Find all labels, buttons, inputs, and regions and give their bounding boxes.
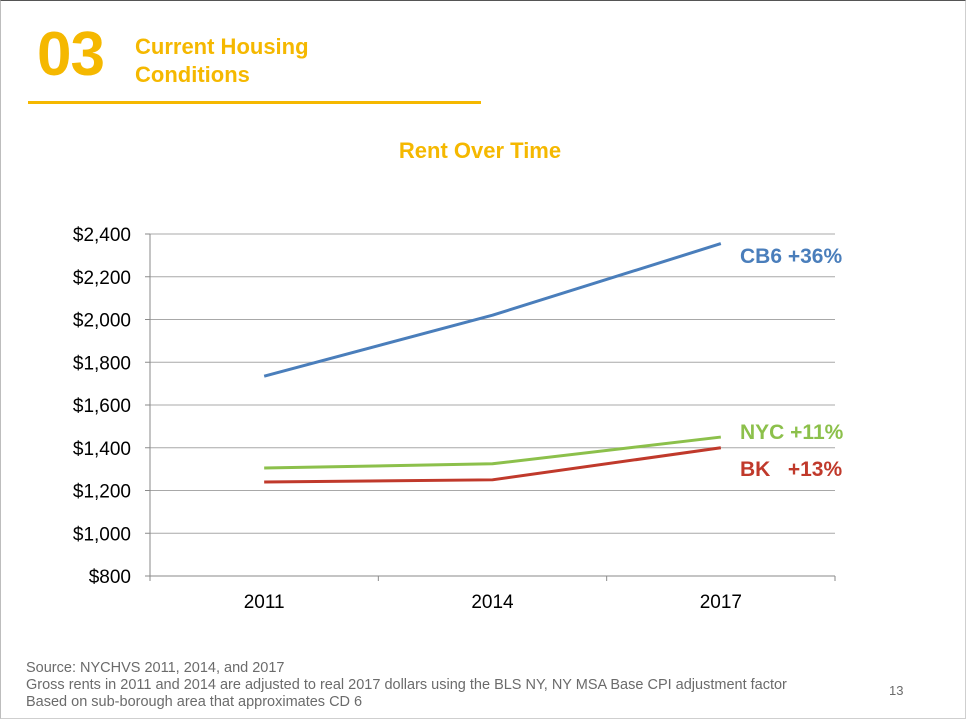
chart-title-wrap: Rent Over Time	[0, 138, 966, 164]
y-tick-label: $2,400	[73, 225, 131, 246]
y-tick-label: $800	[89, 567, 131, 588]
section-divider	[28, 101, 481, 104]
series-label-cb6: CB6 +36%	[740, 245, 842, 268]
series-line-bk	[264, 446, 722, 484]
y-tick-label: $2,000	[73, 311, 131, 332]
footer-notes: Source: NYCHVS 2011, 2014, and 2017 Gros…	[26, 660, 787, 711]
section-title-line1: Current Housing	[135, 34, 309, 59]
y-tick-label: $1,400	[73, 439, 131, 460]
series-label-bk: BK +13%	[740, 458, 842, 481]
chart-title: Rent Over Time	[398, 138, 562, 163]
section-title-line2: Conditions	[135, 62, 250, 87]
x-tick-label: 2017	[700, 592, 742, 613]
x-tick-label: 2011	[244, 592, 285, 613]
y-tick-label: $1,000	[73, 524, 131, 545]
y-tick-label: $1,600	[73, 396, 131, 417]
y-tick-label: $1,800	[73, 353, 131, 374]
footer-area-note: Based on sub-borough area that approxima…	[26, 694, 363, 710]
x-tick-label: 2014	[471, 592, 514, 613]
footer-source: Source: NYCHVS 2011, 2014, and 2017	[26, 660, 285, 676]
section-number: 03	[37, 20, 105, 89]
page-number: 13	[889, 683, 904, 698]
series-label-nyc: NYC +11%	[740, 421, 844, 444]
footer-adjustment-note: Gross rents in 2011 and 2014 are adjuste…	[26, 677, 787, 693]
series-line-nyc	[264, 435, 722, 470]
y-tick-label: $1,200	[73, 482, 131, 503]
section-title: Current Housing Conditions	[135, 33, 309, 89]
y-tick-label: $2,200	[73, 268, 131, 289]
series-line-cb6	[263, 242, 722, 378]
